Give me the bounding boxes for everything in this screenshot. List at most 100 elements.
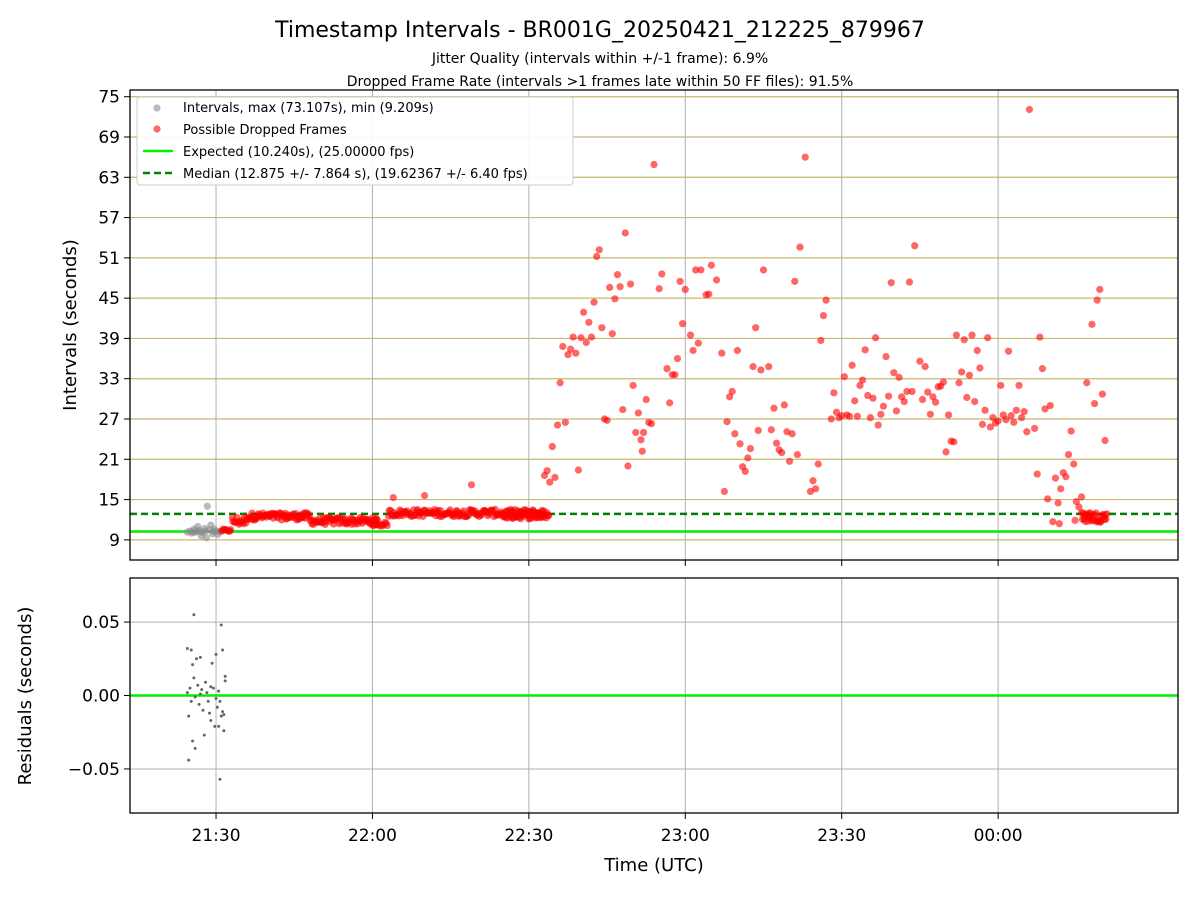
xtick-label: 22:30 bbox=[504, 826, 553, 846]
dropped-frame-point bbox=[788, 430, 796, 438]
dropped-frame-point bbox=[1020, 408, 1028, 416]
dropped-frame-point bbox=[676, 277, 684, 285]
dropped-frame-point bbox=[877, 410, 885, 418]
dropped-frame-point bbox=[420, 491, 429, 500]
top-ytick-label: 51 bbox=[98, 249, 120, 269]
interval-point bbox=[202, 534, 211, 542]
x-ticks: 21:30 22:00 22:30 23:00 23:30 00:00 bbox=[192, 560, 1023, 846]
dropped-frame-point bbox=[1072, 497, 1080, 506]
dropped-frame-point bbox=[1036, 333, 1044, 341]
dropped-frame-point bbox=[1017, 414, 1026, 422]
dropped-frame-point bbox=[871, 334, 880, 342]
dropped-frame-point bbox=[1098, 390, 1106, 398]
dropped-frame-point bbox=[582, 338, 590, 347]
dropped-frame-point bbox=[1080, 512, 1088, 520]
dropped-frame-point bbox=[611, 295, 619, 303]
residual-point bbox=[210, 661, 214, 665]
dropped-frame-point bbox=[548, 442, 556, 451]
dropped-frame-point bbox=[574, 466, 582, 474]
dropped-frame-point bbox=[723, 418, 731, 426]
dropped-frame-point bbox=[749, 363, 757, 371]
bottom-ytick-label: 0.05 bbox=[82, 613, 120, 633]
xtick-label: 22:00 bbox=[348, 826, 397, 846]
xtick-label: 23:00 bbox=[661, 826, 710, 846]
residual-point bbox=[185, 647, 189, 650]
dropped-frame-point bbox=[929, 393, 937, 401]
dropped-frame-point bbox=[546, 478, 554, 486]
dropped-frame-point bbox=[1103, 510, 1111, 518]
dropped-frame-point bbox=[1004, 347, 1013, 355]
dropped-frame-point bbox=[566, 345, 575, 353]
xtick-label: 23:30 bbox=[817, 826, 866, 846]
dropped-frame-point bbox=[879, 402, 888, 410]
dropped-frame-point bbox=[968, 331, 976, 339]
dropped-frame-point bbox=[663, 365, 671, 373]
dropped-frame-point bbox=[658, 270, 666, 278]
dropped-frame-point bbox=[1031, 424, 1039, 432]
residual-point bbox=[202, 733, 206, 737]
top-ytick-label: 27 bbox=[98, 410, 120, 430]
dropped-frame-point bbox=[1049, 518, 1057, 526]
dropped-frame-point bbox=[1077, 493, 1086, 501]
dropped-frame-point bbox=[1085, 509, 1093, 517]
dropped-frame-point bbox=[647, 420, 655, 428]
dropped-frame-point bbox=[853, 412, 861, 420]
dropped-frame-point bbox=[759, 266, 768, 274]
dropped-frame-point bbox=[638, 447, 646, 455]
dropped-frame-point bbox=[587, 333, 596, 341]
residual-point bbox=[223, 679, 227, 683]
residual-point bbox=[223, 674, 227, 678]
top-ytick-label: 57 bbox=[98, 209, 120, 229]
top-ytick-label: 15 bbox=[98, 491, 120, 511]
dropped-frame-point bbox=[1010, 418, 1018, 426]
dropped-frame-point bbox=[858, 376, 867, 384]
dropped-frame-point bbox=[984, 334, 992, 342]
dropped-frame-point bbox=[812, 485, 820, 493]
interval-point bbox=[202, 527, 210, 535]
dropped-frame-point bbox=[736, 440, 744, 448]
dropped-frame-point bbox=[965, 371, 974, 379]
interval-point bbox=[191, 528, 199, 536]
dropped-frame-point bbox=[892, 407, 901, 415]
dropped-frame-point bbox=[757, 366, 765, 374]
dropped-frame-point bbox=[639, 428, 648, 437]
top-ytick-label: 21 bbox=[98, 450, 120, 470]
dropped-frame-point bbox=[227, 526, 235, 534]
dropped-frame-point bbox=[1071, 516, 1079, 524]
residual-point bbox=[201, 708, 205, 712]
dropped-frame-point bbox=[686, 331, 695, 339]
dropped-frame-point bbox=[626, 280, 635, 288]
dropped-frame-point bbox=[603, 416, 611, 424]
dropped-frame-point bbox=[978, 420, 987, 428]
residual-point bbox=[206, 699, 210, 703]
top-ytick-label: 63 bbox=[98, 168, 120, 188]
dropped-frame-point bbox=[882, 352, 890, 361]
dropped-frame-point bbox=[572, 349, 580, 357]
dropped-frame-point bbox=[1046, 401, 1054, 410]
chart-title: Timestamp Intervals - BR001G_20250421_21… bbox=[274, 18, 925, 43]
dropped-frame-point bbox=[931, 398, 940, 406]
dropped-frame-point bbox=[1044, 495, 1052, 503]
dropped-frame-point bbox=[551, 473, 559, 482]
dropped-frame-point bbox=[921, 363, 929, 371]
residual-point bbox=[200, 688, 204, 692]
residual-point bbox=[209, 685, 213, 689]
bottom-y-ticks: −0.05 0.00 0.05 bbox=[68, 613, 130, 780]
residual-point bbox=[187, 714, 191, 718]
dropped-frame-point bbox=[1002, 416, 1010, 424]
top-reference-lines bbox=[130, 512, 1178, 533]
residual-point bbox=[188, 686, 192, 690]
dropped-frame-point bbox=[885, 392, 893, 400]
dropped-frame-point bbox=[900, 397, 908, 406]
dropped-frame-point bbox=[619, 406, 627, 414]
residual-point bbox=[198, 692, 202, 696]
bottom-ytick-label: −0.05 bbox=[68, 760, 120, 780]
legend-marker-intervals bbox=[153, 104, 161, 112]
dropped-frame-point bbox=[726, 393, 734, 401]
residual-point bbox=[197, 702, 201, 706]
residual-point bbox=[214, 696, 218, 700]
dropped-frame-point bbox=[905, 278, 914, 286]
dropped-frame-point bbox=[595, 246, 603, 254]
dropped-frame-point bbox=[467, 481, 476, 489]
x-axis-label: Time (UTC) bbox=[603, 855, 704, 876]
